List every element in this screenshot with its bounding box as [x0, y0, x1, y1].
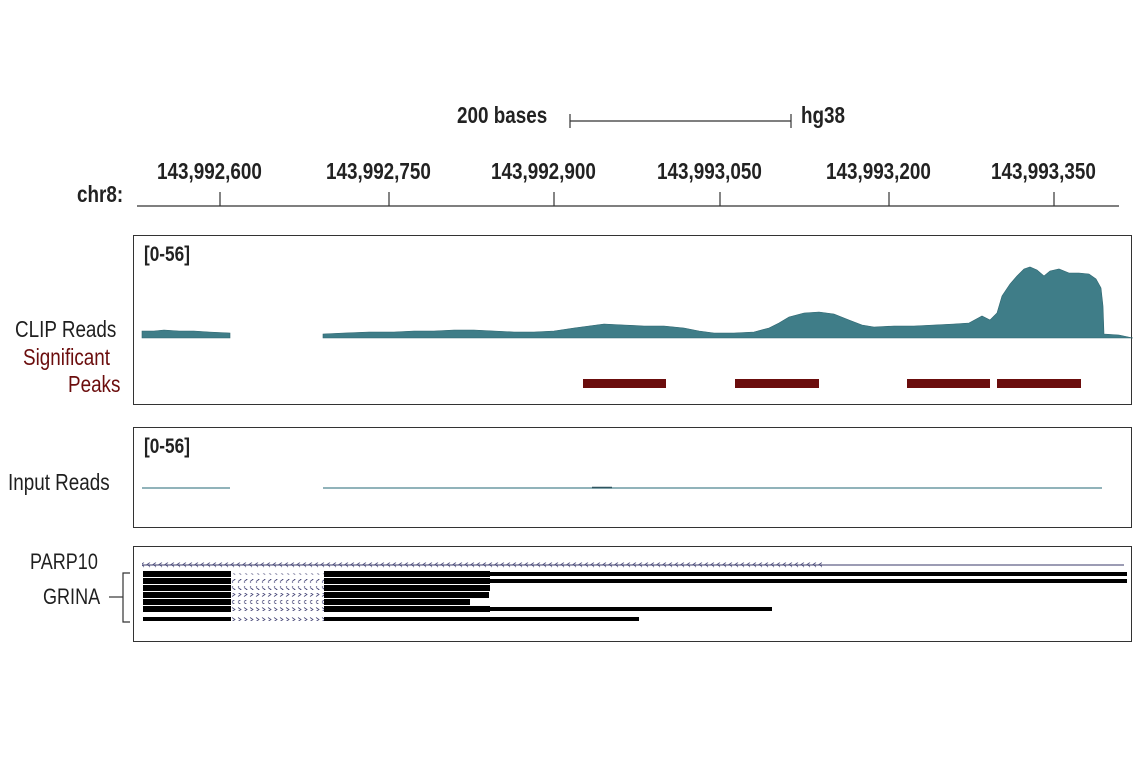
clip-track-svg	[141, 266, 1133, 388]
peak-bar	[907, 379, 990, 388]
input-track-panel[interactable]: [0-56]	[133, 427, 1132, 528]
peak-bar	[735, 379, 819, 388]
ruler-tick-label: 143,992,600	[157, 158, 262, 184]
parp10-transcript	[142, 562, 1124, 568]
peak-bar	[997, 379, 1081, 388]
ruler-tick-label: 143,993,050	[657, 158, 762, 184]
gene-track-svg	[142, 562, 1127, 621]
gene-label-grina: GRINA	[43, 584, 101, 609]
scale-length-label: 200 bases	[457, 102, 548, 128]
gene-track-panel[interactable]	[133, 546, 1132, 642]
gene-label-parp10: PARP10	[30, 549, 98, 574]
clip-reads-label: CLIP Reads	[15, 316, 117, 342]
clip-track-panel[interactable]: [0-56]	[133, 235, 1133, 405]
peak-bar	[583, 379, 666, 388]
grina-transcripts	[143, 571, 1127, 621]
peaks-label-line1: Significant	[23, 344, 111, 370]
significant-peaks	[583, 379, 1081, 388]
input-range-label: [0-56]	[144, 435, 190, 458]
input-track-svg	[142, 486, 1102, 489]
ruler-tick-label: 143,993,200	[826, 158, 931, 184]
ruler-tick-label: 143,992,750	[326, 158, 431, 184]
chromosome-label: chr8:	[77, 181, 124, 207]
ruler-tick-label: 143,992,900	[491, 158, 596, 184]
ruler-tick-label: 143,993,350	[991, 158, 1096, 184]
peaks-label-line2: Peaks	[68, 371, 121, 397]
input-reads-label: Input Reads	[8, 469, 110, 495]
clip-range-label: [0-56]	[144, 243, 190, 266]
assembly-label: hg38	[801, 102, 846, 128]
clip-signal-area	[141, 266, 1133, 339]
